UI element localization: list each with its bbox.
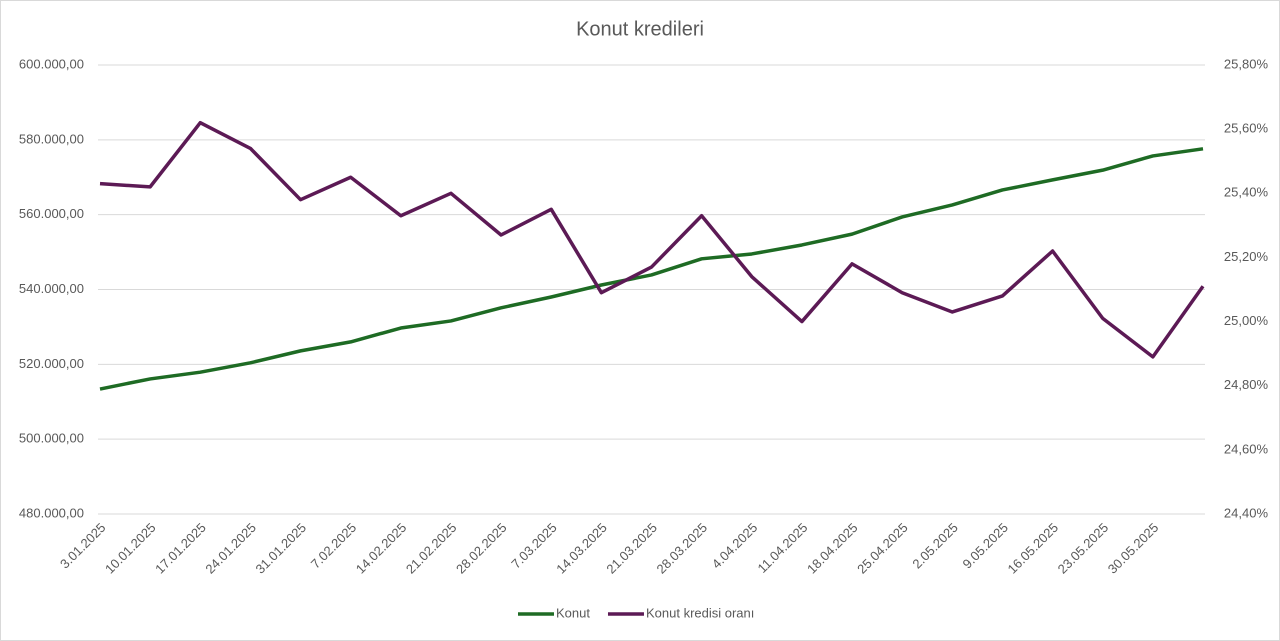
y2-tick-label: 25,60% [1224,121,1269,136]
y2-tick-label: 25,40% [1224,185,1269,200]
y-tick-label: 480.000,00 [19,505,84,520]
series-line [99,147,1204,391]
y2-tick-label: 24,60% [1224,441,1269,456]
series-line [99,120,1205,359]
legend-label: Konut [556,605,590,620]
y-tick-label: 500.000,00 [19,431,84,446]
y-tick-label: 560.000,00 [19,206,84,221]
legend-label: Konut kredisi oranı [646,605,754,620]
y-tick-label: 600.000,00 [19,56,84,71]
y-tick-label: 580.000,00 [19,131,84,146]
chart-title: Konut kredileri [576,18,704,40]
y2-tick-label: 25,80% [1224,56,1269,71]
y2-tick-label: 25,00% [1224,313,1269,328]
y2-tick-label: 24,80% [1224,377,1269,392]
y2-tick-label: 24,40% [1224,505,1269,520]
y-tick-label: 540.000,00 [19,281,84,296]
y-tick-label: 520.000,00 [19,356,84,371]
y2-tick-label: 25,20% [1224,249,1269,264]
